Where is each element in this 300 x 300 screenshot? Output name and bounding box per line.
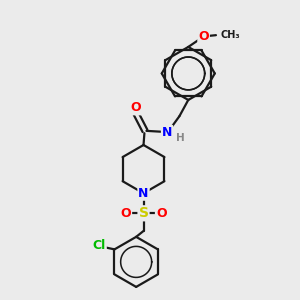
Text: CH₃: CH₃ bbox=[221, 30, 240, 40]
Text: S: S bbox=[139, 206, 148, 220]
Text: H: H bbox=[176, 133, 185, 142]
Text: N: N bbox=[162, 126, 172, 139]
Text: N: N bbox=[138, 187, 149, 200]
Text: O: O bbox=[131, 101, 142, 114]
Text: O: O bbox=[121, 207, 131, 220]
Text: O: O bbox=[198, 30, 209, 43]
Text: O: O bbox=[156, 207, 166, 220]
Text: Cl: Cl bbox=[93, 239, 106, 252]
